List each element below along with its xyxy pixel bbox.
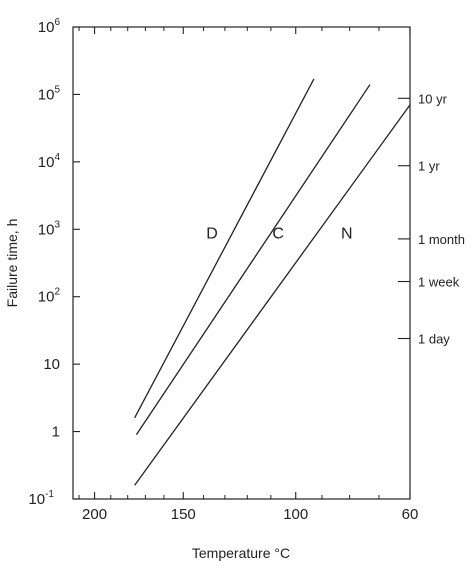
right-tick-label: 1 day bbox=[418, 332, 450, 347]
right-tick-label: 1 yr bbox=[418, 159, 440, 174]
right-axis-time-labels: 10 yr 1 yr 1 month 1 week 1 day bbox=[398, 91, 465, 347]
y-axis-ticks: 10-1 1 10 102 103 104 105 106 bbox=[28, 17, 80, 508]
x-axis-label: Temperature °C bbox=[192, 545, 290, 561]
series-label-d: D bbox=[206, 225, 218, 242]
x-tick-label: 100 bbox=[283, 506, 308, 523]
x-tick-label: 200 bbox=[82, 506, 107, 523]
series-line-d bbox=[134, 78, 315, 419]
y-tick-label: 104 bbox=[38, 152, 61, 171]
y-tick-label: 103 bbox=[38, 219, 61, 238]
y-tick-label: 102 bbox=[38, 287, 61, 306]
y-tick-label: 106 bbox=[38, 17, 61, 36]
plot-frame bbox=[72, 26, 411, 500]
series-label-n: N bbox=[341, 225, 353, 242]
series-line-n bbox=[134, 104, 411, 486]
series-lines bbox=[134, 78, 411, 486]
right-tick-label: 10 yr bbox=[418, 91, 448, 106]
right-tick-label: 1 week bbox=[418, 275, 460, 290]
y-tick-label: 1 bbox=[52, 424, 60, 441]
y-tick-label: 10 bbox=[43, 356, 60, 373]
x-tick-label: 60 bbox=[402, 506, 419, 523]
y-tick-label: 10-1 bbox=[28, 489, 54, 508]
y-tick-label: 105 bbox=[38, 84, 61, 103]
x-tick-label: 150 bbox=[171, 506, 196, 523]
y-axis-label: Failure time, h bbox=[4, 219, 20, 308]
x-axis-ticks: 200 150 100 60 bbox=[78, 27, 419, 523]
series-label-c: C bbox=[272, 225, 284, 242]
right-tick-label: 1 month bbox=[418, 232, 465, 247]
series-line-c bbox=[135, 84, 371, 436]
